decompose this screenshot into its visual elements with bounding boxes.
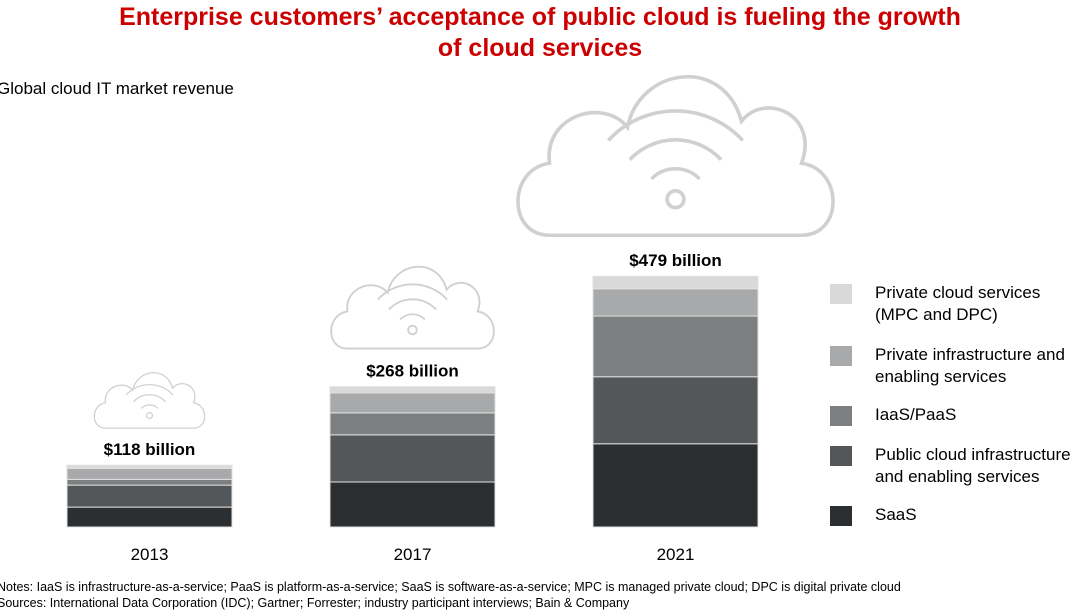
bar-segment-2021-3 bbox=[592, 288, 759, 317]
cloud-wifi-icon bbox=[93, 372, 206, 429]
legend-label: Private infrastructure and enabling servi… bbox=[875, 345, 1065, 386]
bar-segment-2021-4 bbox=[592, 275, 759, 290]
legend-swatch bbox=[830, 346, 852, 366]
total-label: $479 billion bbox=[629, 251, 722, 270]
bar-segment-2017-1 bbox=[329, 434, 496, 483]
sources-text: Sources: International Data Corporation … bbox=[0, 596, 630, 610]
bar-segment-2021-1 bbox=[592, 376, 759, 445]
bar-segment-2013-0 bbox=[66, 506, 233, 528]
bar-segment-2017-2 bbox=[329, 412, 496, 436]
legend-label: SaaS bbox=[875, 505, 917, 524]
bar-segment-2017-4 bbox=[329, 386, 496, 394]
legend-label: Public cloud infrastructure and enabling … bbox=[875, 445, 1071, 486]
legend-label: Private cloud services (MPC and DPC) bbox=[875, 283, 1041, 324]
legend-label: IaaS/PaaS bbox=[875, 405, 957, 424]
bar-segment-2013-2 bbox=[66, 478, 233, 486]
legend-swatch bbox=[830, 406, 852, 426]
bar-segment-2013-3 bbox=[66, 467, 233, 480]
x-tick-label: 2013 bbox=[131, 545, 169, 564]
x-tick-label: 2017 bbox=[394, 545, 432, 564]
x-tick-label: 2021 bbox=[657, 545, 695, 564]
bar-segment-2021-2 bbox=[592, 315, 759, 378]
legend-swatch bbox=[830, 506, 852, 526]
total-label: $118 billion bbox=[104, 440, 196, 459]
chart-title: Enterprise customers’ acceptance of publ… bbox=[119, 3, 961, 62]
bar-segment-2021-0 bbox=[592, 443, 759, 528]
bar-segment-2013-4 bbox=[66, 464, 233, 469]
cloud-wifi-icon bbox=[330, 265, 495, 350]
bar-segment-2017-0 bbox=[329, 481, 496, 528]
bar-segment-2017-3 bbox=[329, 392, 496, 414]
legend-swatch bbox=[830, 284, 852, 304]
footnotes: Notes: IaaS is infrastructure-as-a-servi… bbox=[0, 579, 901, 611]
bar-segment-2013-1 bbox=[66, 484, 233, 508]
notes-text: Notes: IaaS is infrastructure-as-a-servi… bbox=[0, 580, 901, 594]
legend-swatch bbox=[830, 446, 852, 466]
cloud-wifi-icon bbox=[516, 74, 835, 238]
chart-subtitle: Global cloud IT market revenue bbox=[0, 79, 234, 98]
total-label: $268 billion bbox=[366, 362, 459, 381]
